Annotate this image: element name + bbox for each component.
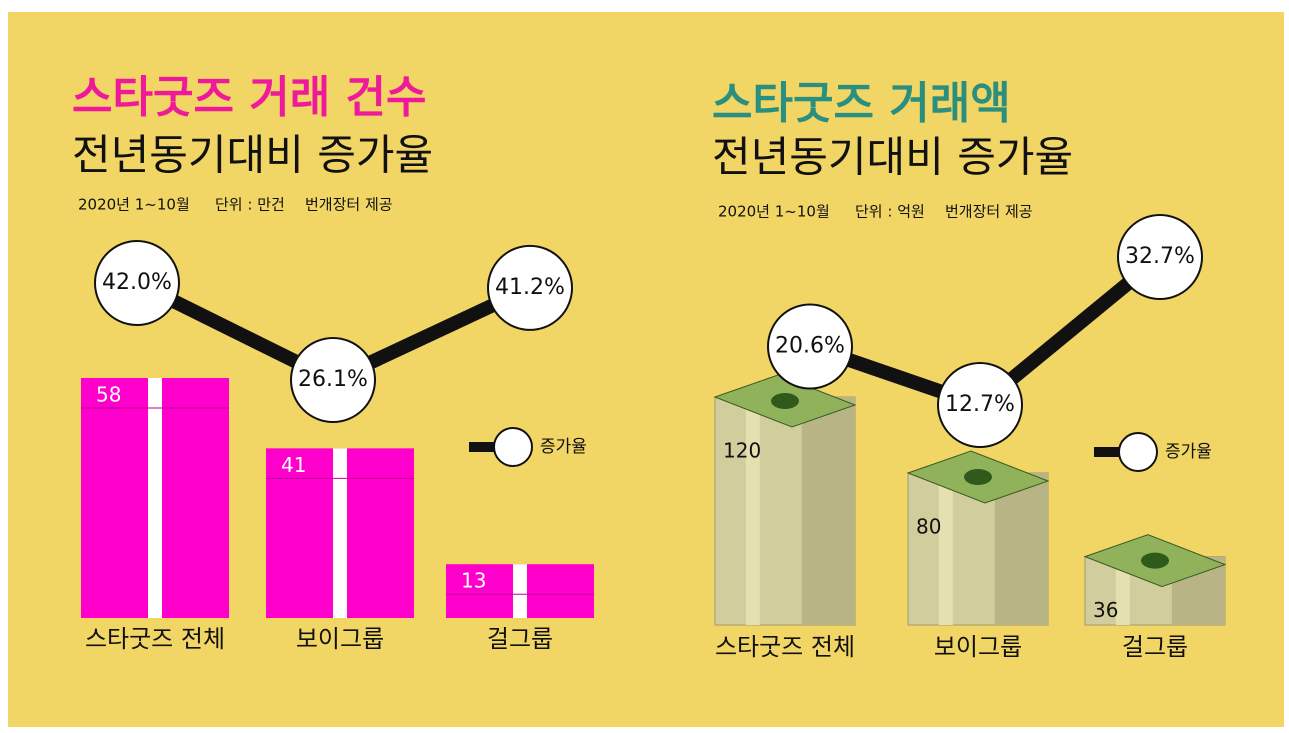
bar-side bbox=[994, 473, 1048, 625]
legend-swatch bbox=[493, 427, 533, 467]
x-tick-label: 스타굿즈 전체 bbox=[85, 625, 225, 653]
ribbon bbox=[148, 378, 162, 618]
legend-swatch bbox=[1118, 432, 1158, 472]
bar-value-label: 36 bbox=[1093, 598, 1118, 622]
chart-title: 스타굿즈 거래 건수 bbox=[72, 72, 426, 123]
bar-stripe bbox=[745, 397, 760, 625]
line-value-label: 32.7% bbox=[1125, 244, 1195, 269]
note: 단위 : 만건 bbox=[215, 196, 285, 214]
x-tick-label: 스타굿즈 전체 bbox=[715, 633, 855, 661]
line-point bbox=[290, 337, 376, 423]
line-value-label: 20.6% bbox=[775, 334, 845, 359]
x-tick-label: 보이그룹 bbox=[934, 633, 1022, 661]
ribbon bbox=[513, 564, 527, 618]
line-value-label: 26.1% bbox=[298, 367, 368, 392]
bar-value-label: 58 bbox=[96, 383, 121, 407]
note: 2020년 1~10월 bbox=[78, 196, 190, 214]
line-value-label: 12.7% bbox=[945, 392, 1015, 417]
note: 번개장터 제공 bbox=[945, 203, 1033, 221]
line-point bbox=[937, 362, 1023, 448]
chart-title: 스타굿즈 거래액 bbox=[712, 78, 1011, 129]
bar-side bbox=[801, 397, 855, 625]
bar-stripe bbox=[1115, 556, 1130, 625]
x-tick-label: 걸그룹 bbox=[1122, 633, 1188, 661]
bill-seal bbox=[964, 469, 992, 485]
line-point bbox=[94, 240, 180, 326]
bill-seal bbox=[1141, 552, 1169, 569]
line-point bbox=[767, 303, 853, 390]
bar-value-label: 13 bbox=[461, 569, 486, 593]
bar-stripe bbox=[938, 473, 953, 625]
note: 번개장터 제공 bbox=[305, 196, 393, 214]
bar-value-label: 120 bbox=[723, 439, 761, 463]
ribbon bbox=[333, 448, 347, 618]
legend-label: 증가율 bbox=[540, 437, 587, 457]
line-point bbox=[1117, 214, 1203, 300]
chart-subtitle: 전년동기대비 증가율 bbox=[712, 133, 1073, 182]
chart-subtitle: 전년동기대비 증가율 bbox=[72, 131, 433, 180]
x-tick-label: 보이그룹 bbox=[296, 625, 384, 653]
legend-label: 증가율 bbox=[1165, 442, 1212, 462]
bill-seal bbox=[771, 393, 799, 409]
note: 단위 : 억원 bbox=[855, 203, 925, 221]
line-value-label: 42.0% bbox=[102, 270, 172, 295]
note: 2020년 1~10월 bbox=[718, 203, 830, 221]
bar-value-label: 80 bbox=[916, 515, 941, 539]
line-point bbox=[487, 244, 573, 331]
bar-value-label: 41 bbox=[281, 453, 306, 477]
x-tick-label: 걸그룹 bbox=[487, 625, 553, 653]
line-value-label: 41.2% bbox=[495, 275, 565, 300]
